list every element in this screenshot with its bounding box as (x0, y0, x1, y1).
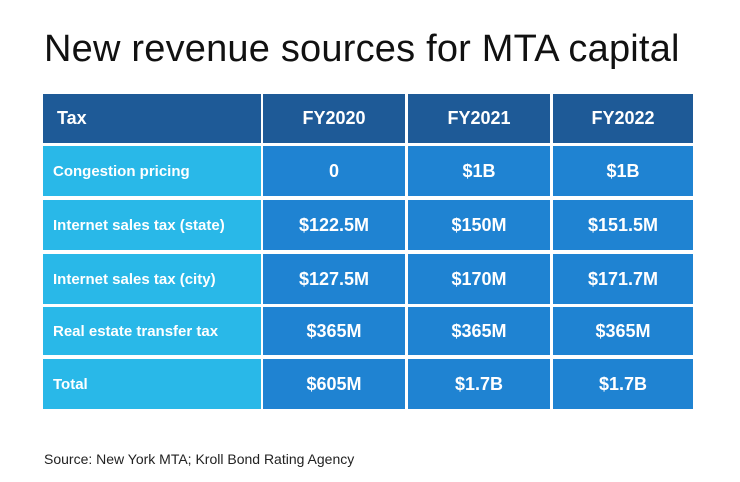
table-cell: $365M (263, 307, 405, 355)
table-cell: $605M (263, 359, 405, 409)
source-note: Source: New York MTA; Kroll Bond Rating … (44, 451, 355, 467)
table-cell: $150M (408, 200, 550, 250)
table-cell: $365M (408, 307, 550, 355)
table-cell: $122.5M (263, 200, 405, 250)
row-label: Real estate transfer tax (43, 307, 261, 355)
table-cell: $1.7B (408, 359, 550, 409)
column-header: Tax (43, 94, 261, 143)
row-label: Internet sales tax (state) (43, 200, 261, 250)
table-cell: $365M (553, 307, 693, 355)
column-header: FY2022 (553, 94, 693, 143)
table-cell: $171.7M (553, 254, 693, 304)
table-cell: $151.5M (553, 200, 693, 250)
column-header: FY2020 (263, 94, 405, 143)
page-title: New revenue sources for MTA capital (44, 28, 680, 70)
table-cell: $1B (408, 146, 550, 196)
table-cell: $1.7B (553, 359, 693, 409)
table-cell: 0 (263, 146, 405, 196)
table-cell: $127.5M (263, 254, 405, 304)
row-label: Congestion pricing (43, 146, 261, 196)
column-header: FY2021 (408, 94, 550, 143)
table-cell: $170M (408, 254, 550, 304)
row-label: Total (43, 359, 261, 409)
row-label: Internet sales tax (city) (43, 254, 261, 304)
table-cell: $1B (553, 146, 693, 196)
